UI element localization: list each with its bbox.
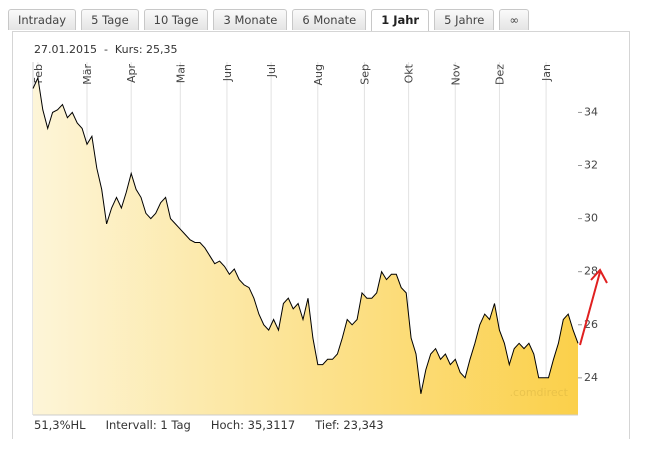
x-tick-label: Sep bbox=[358, 64, 371, 85]
watermark: .comdirect bbox=[510, 386, 569, 399]
x-tick-label: Mai bbox=[174, 64, 187, 83]
tab[interactable]: 3 Monate bbox=[213, 9, 288, 30]
tab-bar: Intraday 5 Tage 10 Tage 3 Monate 6 Monate 1 J… bbox=[8, 9, 529, 32]
tab[interactable]: 1 Jahr bbox=[371, 9, 430, 32]
y-tick-label: 24 bbox=[584, 371, 598, 384]
tab[interactable]: Intraday bbox=[8, 9, 77, 30]
x-tick-label: Mär bbox=[81, 64, 94, 85]
area-fill bbox=[33, 77, 578, 416]
x-tick-label: Dez bbox=[493, 64, 506, 85]
x-tick-label: Jul bbox=[265, 64, 278, 78]
annotation-arrow bbox=[579, 268, 608, 346]
x-tick-label: Okt bbox=[403, 63, 416, 83]
x-tick-label: Apr bbox=[125, 64, 138, 84]
tab[interactable]: ∞ bbox=[499, 9, 529, 30]
footer-item: 51,3%HL bbox=[34, 418, 86, 432]
y-tick-label: 28 bbox=[584, 265, 598, 278]
tab[interactable]: 5 Tage bbox=[81, 9, 139, 30]
quote-header: 27.01.2015 - Kurs: 25,35 bbox=[34, 43, 178, 56]
x-tick-label: Aug bbox=[312, 64, 325, 85]
y-tick-label: 32 bbox=[584, 159, 598, 172]
tab[interactable]: 6 Monate bbox=[292, 9, 367, 30]
x-tick-label: Nov bbox=[449, 64, 462, 86]
y-tick-label: 34 bbox=[584, 105, 598, 118]
footer-item: Hoch: 35,3117 bbox=[210, 418, 296, 432]
footer: 51,3%HL Intervall: 1 Tag Hoch: 35,3117 Tief… bbox=[34, 418, 384, 432]
tab[interactable]: 10 Tage bbox=[143, 9, 209, 30]
footer-item: Intervall: 1 Tag bbox=[105, 418, 191, 432]
x-tick-label: Feb bbox=[32, 64, 45, 83]
x-tick-label: Jan bbox=[540, 64, 553, 82]
widget-frame bbox=[12, 31, 630, 439]
footer-item: Tief: 23,343 bbox=[315, 418, 384, 432]
y-tick-label: 30 bbox=[584, 212, 598, 225]
x-tick-label: Jun bbox=[221, 64, 234, 82]
tab[interactable]: 5 Jahre bbox=[434, 9, 495, 30]
price-line bbox=[32, 76, 579, 394]
